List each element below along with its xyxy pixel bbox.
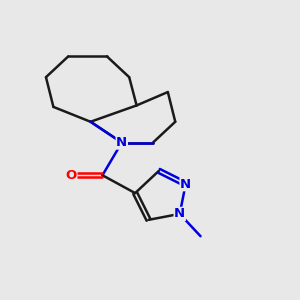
Text: O: O: [66, 169, 77, 182]
Text: N: N: [180, 178, 191, 191]
Text: N: N: [174, 207, 185, 220]
Text: N: N: [116, 136, 127, 149]
